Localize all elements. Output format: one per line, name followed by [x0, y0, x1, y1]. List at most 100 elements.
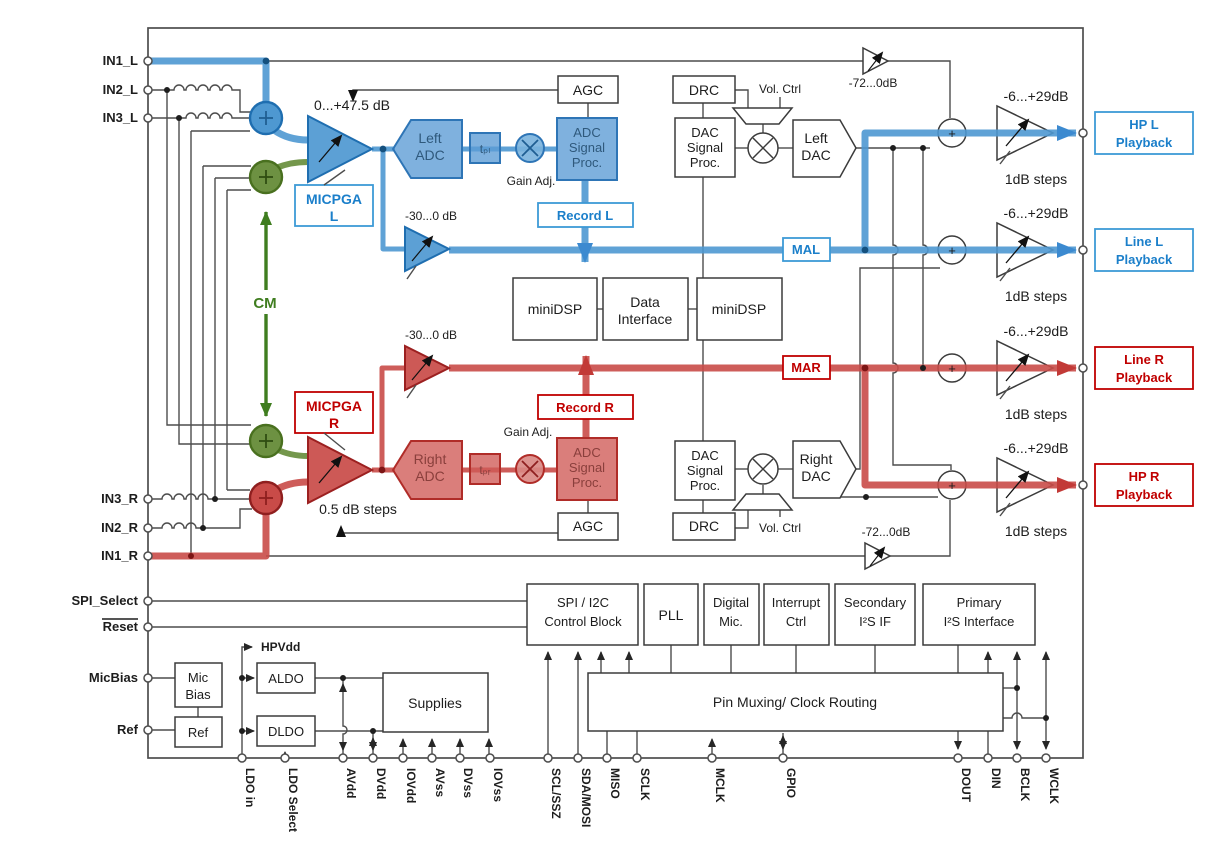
pin-label-avss: AVss [433, 768, 447, 797]
record-l-label-box [537, 202, 634, 228]
ref-box [174, 716, 223, 748]
pll-label: PLL [659, 607, 684, 623]
hp-amp-gain-3: -6...+29dB [1004, 323, 1069, 339]
cm-label-bg [246, 290, 284, 314]
spi-i2c-box [526, 583, 639, 646]
data-interface-box [602, 277, 689, 341]
gain-adj-left-label: Gain Adj. [507, 174, 556, 188]
agc-right-label: AGC [573, 518, 603, 534]
adc-signal-proc-right-box [556, 437, 618, 501]
micpga-l-label-2: L [330, 208, 339, 224]
vol-mux-left [731, 107, 794, 125]
mic-bias-label-2: Bias [185, 687, 211, 702]
bypass-gain-left: -72...0dB [849, 76, 898, 90]
left-dac-label-1: Left [804, 130, 827, 146]
pin-label-avdd: AVdd [344, 768, 358, 798]
dac-signal-proc-left-box [674, 117, 736, 178]
out-liner-2: Playback [1116, 370, 1173, 385]
left-dac-block [792, 119, 857, 178]
tpl-block [469, 132, 501, 164]
bypass-gain-right: -72...0dB [862, 525, 911, 539]
hp-amp-gain-2: -6...+29dB [1004, 205, 1069, 221]
hp-l-playback-box [1094, 111, 1194, 155]
right-dac-label-2: DAC [801, 468, 831, 484]
minidsp-right-box [696, 277, 783, 341]
mal-label-box [782, 237, 831, 262]
dac-sig-l-2: Signal [687, 140, 723, 155]
pin-label-scl-ssz: SCL/SSZ [549, 768, 563, 819]
pin-label-gpio: GPIO [784, 768, 798, 798]
dac-sig-l-1: DAC [691, 125, 718, 140]
data-if-label-2: Interface [618, 311, 673, 327]
micpga-right-amp [307, 435, 375, 505]
pin-label-iovdd: IOVdd [404, 768, 418, 803]
pin-label-micbias: MicBias [89, 670, 138, 685]
junction-dots [164, 57, 1049, 734]
micpga-gain-range: 0...+47.5 dB [314, 97, 390, 113]
dac-sig-r-1: DAC [691, 448, 718, 463]
white-blocks [174, 46, 1055, 748]
chip-boundary [147, 27, 1084, 759]
record-r-label-box [537, 394, 634, 420]
att-left-label: -30...0 dB [405, 209, 457, 223]
interrupt-ctrl-box [763, 583, 830, 646]
secondary-i2s-box [834, 583, 916, 646]
pin-mux-label: Pin Muxing/ Clock Routing [713, 694, 877, 710]
hp-r-playback-box [1094, 463, 1194, 507]
wiring-grey [148, 60, 1050, 760]
out-hpl-1: HP L [1129, 117, 1158, 132]
mar-label: MAR [791, 360, 821, 375]
pin-label-reset: Reset [103, 619, 139, 634]
gain-adj-right-label: Gain Adj. [504, 425, 553, 439]
left-adc-label-1: Left [418, 130, 441, 146]
pin-label-mclk: MCLK [713, 768, 727, 803]
pin-label-ldo-select: LDO Select [286, 768, 300, 832]
att-right-label: -30...0 dB [405, 328, 457, 342]
pin-label-dvss: DVss [461, 768, 475, 798]
left-adc-block [391, 119, 463, 179]
pin-label-sclk: SCLK [638, 768, 652, 801]
line-l-playback-box [1094, 228, 1194, 272]
pin-label-ldo-in: LDO in [243, 768, 257, 807]
vol-ctrl-left-label: Vol. Ctrl [759, 82, 801, 96]
micpga-r-label-box [294, 391, 374, 434]
vol-mux-right [731, 493, 794, 511]
ref-box-label: Ref [188, 725, 209, 740]
supplies-label: Supplies [408, 695, 462, 711]
adc-sig-l-3: Proc. [572, 155, 602, 170]
pin-label-sda-mosi: SDA/MOSI [579, 768, 593, 827]
out-linel-2: Playback [1116, 252, 1173, 267]
dac-sig-r-2: Signal [687, 463, 723, 478]
pin-muxing-box [587, 672, 1004, 732]
plus-1: + [948, 126, 956, 141]
pin-label-iovss: IOVss [491, 768, 505, 802]
pin-label-in3r: IN3_R [101, 491, 138, 506]
aldo-box [256, 662, 316, 694]
aldo-label: ALDO [268, 671, 303, 686]
line-r-playback-box [1094, 346, 1194, 390]
micpga-l-label-box [294, 184, 374, 227]
record-r-label: Record R [556, 400, 614, 415]
hp-amp-steps-3: 1dB steps [1005, 406, 1067, 422]
adc-signal-proc-left-box [556, 117, 618, 181]
mic-bias-label-1: Mic [188, 670, 209, 685]
secondary-i2s-label-2: I²S IF [859, 614, 891, 629]
secondary-i2s-label-1: Secondary [844, 595, 907, 610]
micpga-r-label-1: MICPGA [306, 398, 362, 414]
pin-terminals [143, 56, 1088, 763]
right-adc-label-1: Right [414, 451, 447, 467]
pin-label-dout: DOUT [959, 768, 973, 803]
primary-i2s-box [922, 583, 1036, 646]
out-linel-1: Line L [1125, 234, 1163, 249]
dac-sig-r-3: Proc. [690, 478, 720, 493]
out-liner-1: Line R [1124, 352, 1164, 367]
minidsp-left-box [512, 277, 598, 341]
drc-left-box [672, 75, 736, 104]
adc-sig-r-2: Signal [569, 460, 605, 475]
primary-i2s-label-1: Primary [957, 595, 1002, 610]
hp-amp-steps-4: 1dB steps [1005, 523, 1067, 539]
drc-left-label: DRC [689, 82, 719, 98]
interrupt-label-2: Ctrl [786, 614, 806, 629]
dac-signal-proc-right-box [674, 440, 736, 501]
